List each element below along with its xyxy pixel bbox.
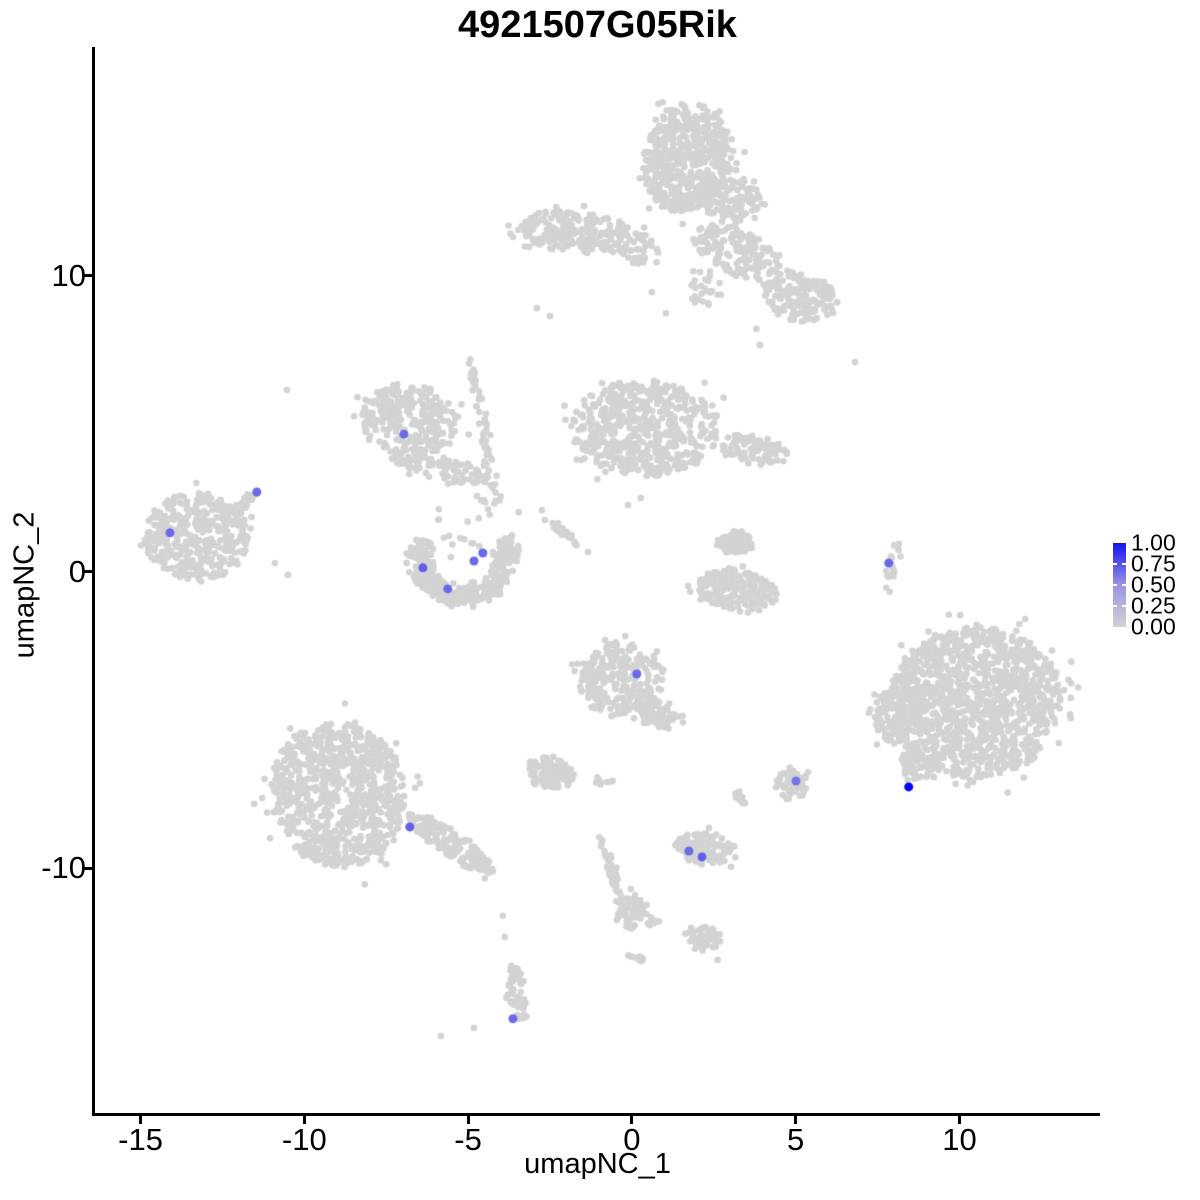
x-tick-mark — [957, 1116, 961, 1124]
x-axis-title: umapNC_1 — [524, 1148, 671, 1180]
y-axis-title: umapNC_2 — [8, 511, 41, 659]
colorbar-label: 0.75 — [1131, 550, 1176, 577]
colorbar-tick — [1122, 563, 1126, 565]
x-tick-label: 10 — [942, 1122, 977, 1157]
y-tick-mark — [84, 570, 92, 574]
colorbar-tick — [1122, 605, 1126, 607]
colorbar-tick — [1122, 584, 1126, 586]
colorbar-label: 0.50 — [1131, 571, 1176, 598]
y-tick-label: 0 — [68, 553, 86, 589]
x-tick-mark — [302, 1116, 306, 1124]
colorbar-tick — [1113, 605, 1117, 607]
x-tick-label: -5 — [454, 1122, 482, 1157]
y-tick-mark — [84, 274, 92, 278]
y-tick-mark — [84, 866, 92, 870]
colorbar-label: 0.25 — [1131, 592, 1176, 619]
x-tick-label: -15 — [118, 1122, 163, 1157]
colorbar-label: 0.00 — [1131, 613, 1176, 640]
x-tick-label: -10 — [281, 1122, 327, 1157]
x-tick-mark — [139, 1116, 143, 1124]
colorbar-tick — [1113, 584, 1117, 586]
plot-title: 4921507G05Rik — [458, 4, 737, 46]
x-tick-label: 0 — [623, 1122, 641, 1157]
x-axis-line — [92, 1113, 1100, 1116]
colorbar-tick — [1113, 563, 1117, 565]
x-tick-mark — [466, 1116, 470, 1124]
x-tick-label: 5 — [787, 1122, 805, 1157]
y-tick-label: 10 — [51, 257, 86, 293]
x-tick-mark — [794, 1116, 798, 1124]
y-tick-label: -10 — [41, 850, 86, 886]
y-axis-line — [92, 47, 95, 1116]
x-tick-mark — [630, 1116, 634, 1124]
colorbar-label: 1.00 — [1131, 529, 1176, 556]
